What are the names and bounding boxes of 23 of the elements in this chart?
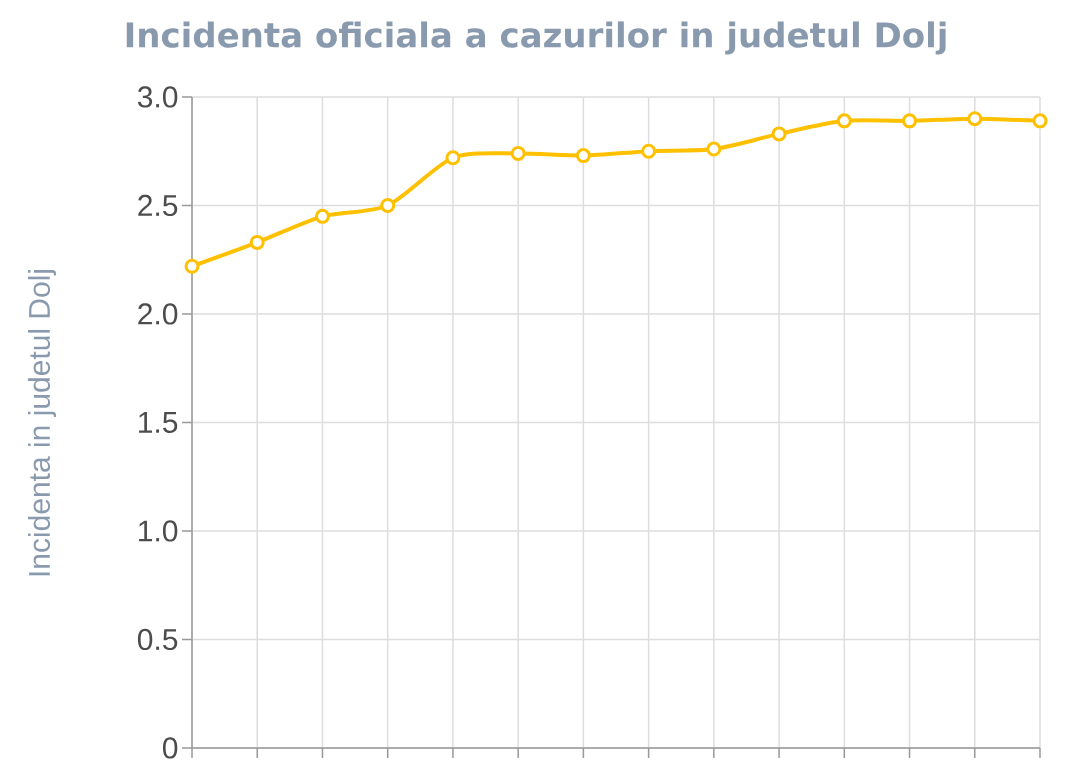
point [249,234,265,250]
point [771,126,787,142]
point [184,258,200,274]
point [967,111,983,127]
point [836,113,852,129]
point [706,141,722,157]
point [1032,113,1048,129]
chart-title: Incidenta oficiala a cazurilor in judetul Dolj [126,21,946,55]
y-tick-label: 3.0 [137,86,178,108]
y-tick-label: 0.5 [137,628,178,651]
point [510,145,526,161]
y-tick-label: 0 [162,737,178,759]
y-tick-label: 2.5 [138,194,178,217]
point [575,148,591,164]
point [641,143,657,159]
point [902,113,918,129]
y-tick-label: 2.0 [138,303,178,325]
y-tick-label: 1.0 [139,520,178,542]
y-tick-label: 1.5 [139,412,178,433]
y-axis-title: Incidenta in judetul Dolj [28,270,56,576]
point [445,150,461,166]
point [314,208,330,224]
point [380,197,396,213]
